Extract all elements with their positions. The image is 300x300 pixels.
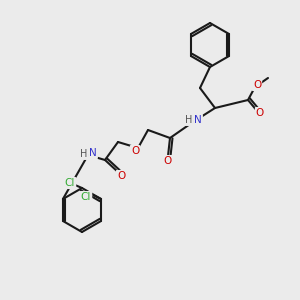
Text: N: N [89, 148, 97, 158]
Text: O: O [131, 146, 139, 156]
Text: N: N [194, 115, 202, 125]
Text: O: O [117, 171, 125, 181]
Text: H: H [80, 149, 88, 159]
Text: O: O [256, 108, 264, 118]
Text: Cl: Cl [81, 192, 91, 202]
Text: Cl: Cl [65, 178, 75, 188]
Text: O: O [253, 80, 261, 90]
Text: H: H [185, 115, 193, 125]
Text: O: O [164, 156, 172, 166]
